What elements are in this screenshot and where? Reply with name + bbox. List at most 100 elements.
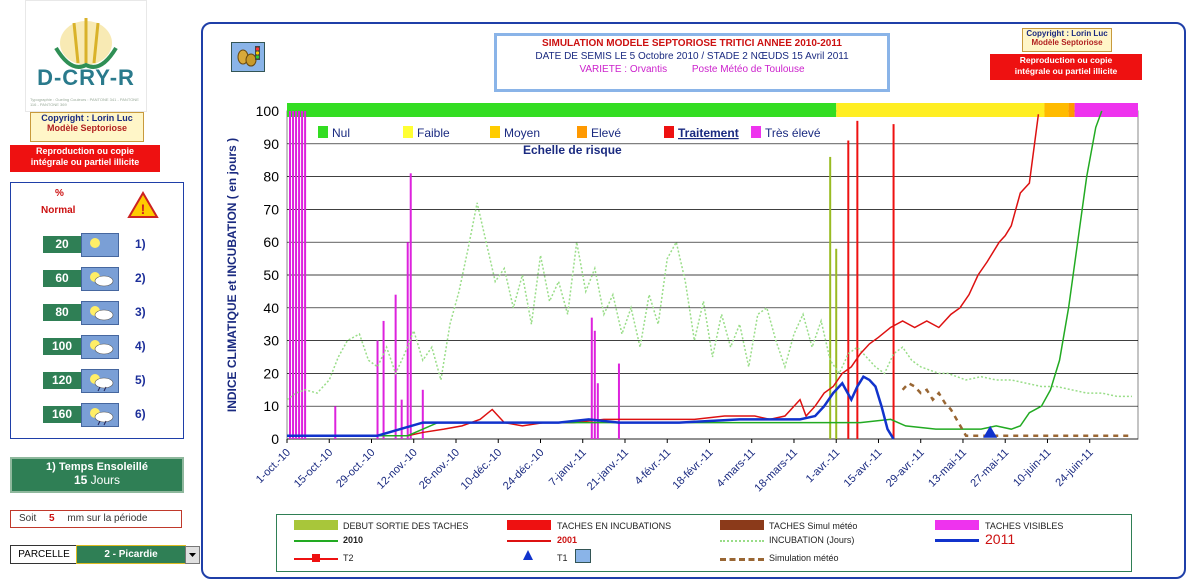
weather-percent: 60 [43,270,81,287]
legend-incubation: INCUBATION (Jours) [769,535,855,545]
bar-taches-visibles [301,111,304,439]
weather-percent: 80 [43,304,81,321]
y-tick-label: 40 [263,300,279,316]
sunny-weather-box: 1) Temps Ensoleillé 15 Jours [10,457,184,493]
risk-band-segment [1074,103,1138,117]
copyright-line1: Copyright : Lorin Luc [41,113,133,123]
legend-swatch-debut [294,520,338,530]
x-tick-label: 15-oct.-10 [292,447,336,491]
x-tick-label: 21-janv.-11 [585,447,631,493]
legend-simul: TACHES Simul météo [769,521,858,531]
weather-row: 60 2) [11,267,181,291]
logo-subtext: Typographie : Gueling Couleurs : PANTONE… [30,97,139,107]
risk-legend-title: Echelle de risque [523,143,622,157]
copyright-line2: Modèle Septoriose [46,123,127,133]
sunny-unit: Jours [90,473,121,487]
chart-subtitle: DATE DE SEMIS LE 5 Octobre 2010 / STADE … [535,51,849,62]
risk-legend-swatch [664,126,674,138]
bar-debut-sortie-des-taches [829,156,832,440]
legend-2001: 2001 [557,535,578,545]
x-tick-label: 4-mars-11 [714,447,757,490]
weather-index: 6) [135,407,146,421]
poste-meteo: Poste Météo de Toulouse [691,64,805,75]
chart-toolbar-button[interactable] [231,42,265,72]
bar-taches-visibles [292,111,295,439]
weather-row: 100 4) [11,335,181,359]
weather-index: 5) [135,373,146,387]
risk-legend-label: Moyen [504,126,540,140]
app-logo: D-CRY-R Typographie : Gueling Couleurs :… [25,0,147,112]
weather-row: 160 6) [11,403,181,427]
repro-right-line2: intégrale ou partiel illicite [1014,66,1118,76]
bar-taches-visibles [295,111,298,439]
bar-taches-visibles [376,340,379,439]
panel-pct: % [55,188,64,199]
chart-title-box: SIMULATION MODELE SEPTORIOSE TRITICI ANN… [494,33,890,92]
y-tick-label: 30 [263,333,279,349]
bar-taches-en-incubations [847,140,850,439]
legend-t1: T1 [557,553,568,563]
bar-taches-visibles [289,111,292,439]
copyright-badge-left: Copyright : Lorin Luc Modèle Septoriose [30,112,144,142]
weather-percent: 160 [43,406,81,423]
legend-2011: 2011 [985,531,1016,547]
sunny-title: 1) Temps Ensoleillé [46,461,148,473]
bar-debut-sortie-des-taches [835,248,838,439]
parcelle-label: PARCELLE [10,545,78,564]
risk-band-segment [836,103,1045,117]
legend-swatch-visibles [935,520,979,530]
sun-icon [81,233,119,257]
series-2001 [287,114,1040,437]
heavy-rain-icon [81,403,119,427]
bar-taches-visibles [304,111,307,439]
legend-simulation: Simulation météo [769,553,839,563]
small-landscape-icon [575,549,591,563]
soit-value: 5 [49,513,55,524]
bar-taches-visibles [394,294,397,439]
y-tick-label: 80 [263,169,279,185]
series-incubation-jours- [286,202,1132,401]
soit-suffix: mm sur la période [67,513,148,524]
warning-icon: ! [127,191,159,218]
bar-taches-visibles [382,320,385,439]
soit-prefix: Soit [19,513,37,524]
risk-legend-label: Très élevé [765,126,821,140]
risk-legend-label: Nul [332,126,350,140]
weather-index: 3) [135,305,146,319]
sun-cloud-icon [81,267,119,291]
legend-line-2011 [935,539,979,542]
bar-taches-visibles [593,330,596,439]
x-tick-label: 1-oct.-10 [254,447,293,486]
x-tick-label: 10-juin-11 [1011,447,1054,490]
bar-taches-visibles [596,383,599,439]
x-tick-label: 4-févr.-11 [633,447,674,488]
legend-line-simulation [720,558,764,561]
septoriose-chart: 0 10 20 30 40 50 60 70 80 90 100 1-oct.-1015-oct.-1… [225,103,1139,494]
legend-t2: T2 [343,553,354,563]
parcelle-select[interactable]: 2 - Picardie [76,545,186,564]
variete: VARIETE : Orvantis [579,64,668,75]
bar-taches-visibles [298,111,301,439]
risk-legend-swatch [318,126,328,138]
risk-legend-swatch [490,126,500,138]
weather-row: 80 3) [11,301,181,325]
chart-legend: DEBUT SORTIE DES TACHES TACHES EN INCUBA… [276,514,1132,572]
y-tick-label: 10 [263,398,279,414]
legend-incub: TACHES EN INCUBATIONS [557,521,672,531]
risk-legend-label: Elevé [591,126,621,140]
bar-taches-visibles [334,406,337,439]
bar-taches-visibles [406,242,409,439]
risk-legend-label: Traitement [678,126,739,140]
rain-cloud-icon [81,369,119,393]
parcelle-dropdown-button[interactable] [185,546,200,564]
y-tick-label: 0 [271,431,279,447]
copyright-badge-right: Copyright : Lorin Luc Modèle Septoriose [1022,28,1112,52]
sun-cloud-icon [81,335,119,359]
rainfall-summary: Soit 5 mm sur la période [10,510,182,528]
bar-taches-visibles [409,173,412,439]
sunny-value: 15 [73,473,88,487]
repro-line1: Reproduction ou copie [36,146,134,156]
series-simulation-m-t-o [901,381,1132,437]
legend-line-2010 [294,540,338,542]
x-tick-label: 29-avr.-11 [884,447,927,490]
